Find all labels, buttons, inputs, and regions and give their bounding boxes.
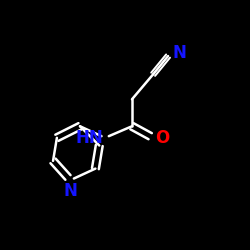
Text: N: N <box>64 182 77 200</box>
Text: HN: HN <box>75 129 103 147</box>
Text: N: N <box>172 44 186 62</box>
Text: O: O <box>155 129 169 147</box>
